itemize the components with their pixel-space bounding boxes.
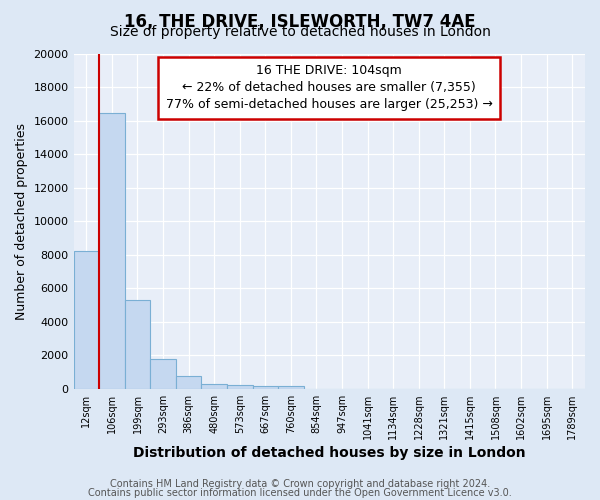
Bar [253,386,278,388]
Text: Size of property relative to detached houses in London: Size of property relative to detached ho… [110,25,490,39]
X-axis label: Distribution of detached houses by size in London: Distribution of detached houses by size … [133,446,526,460]
Text: 16, THE DRIVE, ISLEWORTH, TW7 4AE: 16, THE DRIVE, ISLEWORTH, TW7 4AE [124,12,476,30]
Bar [150,360,176,388]
Y-axis label: Number of detached properties: Number of detached properties [15,123,28,320]
Bar [125,300,150,388]
Bar [278,386,304,388]
Text: Contains HM Land Registry data © Crown copyright and database right 2024.: Contains HM Land Registry data © Crown c… [110,479,490,489]
Bar [202,384,227,388]
Bar [99,112,125,388]
Bar [176,376,202,388]
Text: Contains public sector information licensed under the Open Government Licence v3: Contains public sector information licen… [88,488,512,498]
Bar [74,252,99,388]
Text: 16 THE DRIVE: 104sqm
← 22% of detached houses are smaller (7,355)
77% of semi-de: 16 THE DRIVE: 104sqm ← 22% of detached h… [166,64,493,111]
Bar [227,386,253,388]
